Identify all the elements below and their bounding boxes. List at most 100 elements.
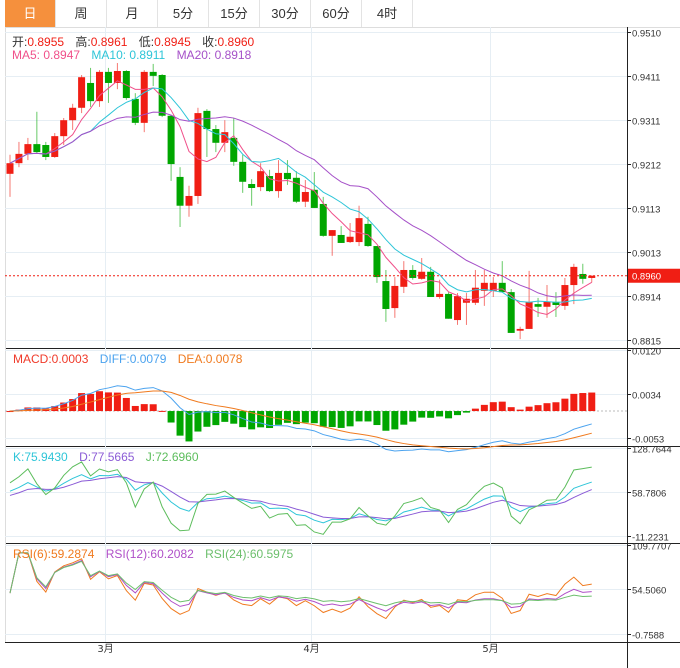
current-price-label: 0.8960 [632,272,661,283]
rsi12-value: RSI(12):60.2082 [105,547,194,561]
candle-body [42,145,50,157]
candle [176,167,184,227]
macd-bar [113,392,121,412]
macd-bar [382,411,390,431]
candle-body [319,203,327,236]
candle [248,179,256,206]
macd-bar [480,404,488,412]
candle [301,180,309,208]
macd-bar [543,403,551,412]
x-tick-label: 4月 [303,643,319,655]
candle [42,141,50,161]
candle-body [283,172,291,180]
ma10-line [9,87,592,303]
axis-tick-label: 0.9212 [632,161,661,172]
macd-bar [131,405,139,412]
tab-7[interactable]: 4时 [362,0,413,27]
candle [516,326,524,340]
candle-body [436,293,444,298]
macd-bar [275,411,282,425]
macd-bar [355,411,363,422]
candle [167,114,175,181]
candle-body [6,163,14,174]
open-label: 开: [12,35,28,49]
macd-bar [409,411,417,422]
candle [131,93,139,126]
macd-bar [60,402,68,412]
axis-tick-label: 54.5060 [632,586,666,597]
candle-body [266,176,274,192]
candle [454,293,461,325]
candle-body [579,273,587,279]
candle-body [203,110,211,130]
candle-body [498,282,506,293]
candle [462,293,470,325]
macd-bar [418,411,426,418]
candle-body [355,218,363,243]
candle-body [104,71,112,83]
candle-body [275,172,282,192]
axis-tick-label: 0.0034 [632,391,661,402]
candle [69,103,77,130]
candle-body [167,115,175,165]
candle [104,67,112,103]
macd-bar [391,411,399,430]
close-label: 收: [202,35,218,49]
tab-4[interactable]: 15分 [209,0,260,27]
candle [51,133,59,158]
d-line [9,476,592,520]
axis-tick-label: 58.7806 [632,489,666,500]
candle [33,111,41,153]
tab-1[interactable]: 周 [56,0,107,27]
tab-3[interactable]: 5分 [158,0,209,27]
rsi12-line [9,552,592,612]
candle-body [176,176,184,206]
macd-bar [283,411,291,423]
macd-bar [176,411,184,436]
tab-0[interactable]: 日 [5,0,56,27]
candle [552,292,560,317]
candle [337,226,345,243]
macd-bar [507,407,515,412]
k-value: K:75.9430 [13,450,68,464]
candle-body [373,246,381,278]
dea-line [9,390,592,450]
low-label: 低: [138,35,155,49]
macd-bar [579,393,587,412]
candle-body [454,296,461,321]
candle [87,67,95,107]
candle-body [534,304,542,307]
axis-tick-label: -0.7588 [632,631,664,642]
x-tick-label: 3月 [97,643,113,655]
candle-body [391,285,399,309]
macd-bar [525,406,533,412]
ma-legend: MA5: 0.8947 MA10: 0.8911 MA20: 0.8918 [12,48,259,62]
candle [480,269,488,306]
candle [275,160,282,198]
current-price-badge [628,268,680,283]
macd-bar [400,411,408,425]
candle-body [24,144,32,154]
candle [78,74,86,114]
candle [310,172,318,208]
candle [579,263,587,284]
macd-bar [194,411,202,432]
macd-bar [436,411,444,417]
tab-2[interactable]: 月 [107,0,158,27]
candle-body [212,129,220,143]
candle-body [337,234,345,243]
rsi6-line [9,552,592,620]
macd-bar [122,397,130,412]
axis-tick-label: 0.9311 [632,117,660,128]
candle-body [346,236,354,243]
candle [24,137,32,161]
candle [427,266,435,298]
tab-6[interactable]: 60分 [311,0,362,27]
macd-bar [301,411,309,423]
tab-5[interactable]: 30分 [260,0,311,27]
candle [15,141,23,168]
candle-body [427,271,435,298]
candle-body [239,161,247,182]
candle [328,230,336,256]
